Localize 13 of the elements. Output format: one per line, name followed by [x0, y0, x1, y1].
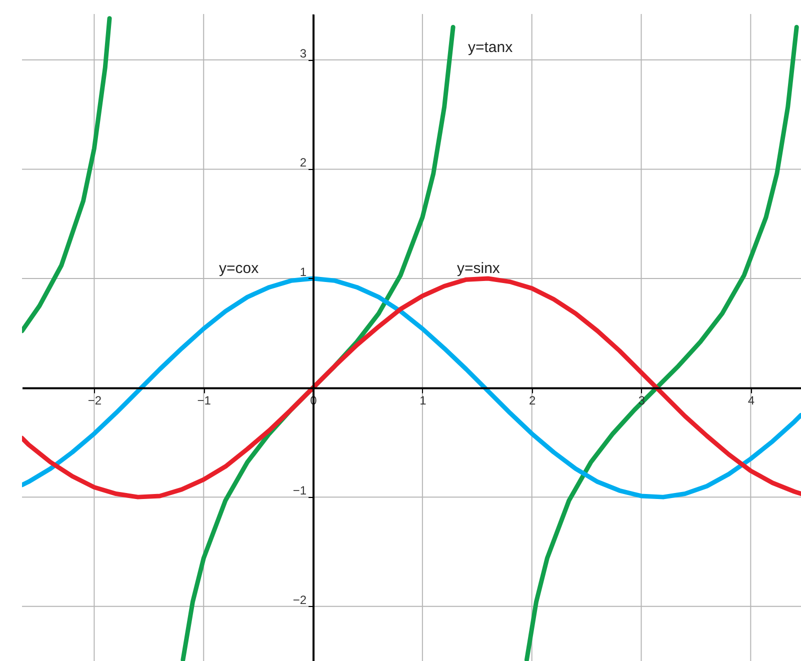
annotation: y=sinx [457, 260, 500, 277]
x-tick-label: −1 [197, 393, 212, 408]
y-tick-label: −2 [292, 592, 307, 607]
x-tick-label: −2 [88, 393, 102, 408]
x-tick-label: 4 [748, 393, 755, 408]
y-tick-label: −1 [292, 484, 307, 498]
y-tick-label: 3 [300, 46, 307, 60]
annotation: y=cox [219, 260, 260, 277]
annotation: y=tanx [468, 39, 514, 56]
x-tick-label: 1 [420, 393, 427, 408]
y-tick-label: 2 [300, 156, 307, 170]
x-tick-label: 2 [529, 393, 536, 408]
y-tick-label: 1 [300, 264, 307, 279]
